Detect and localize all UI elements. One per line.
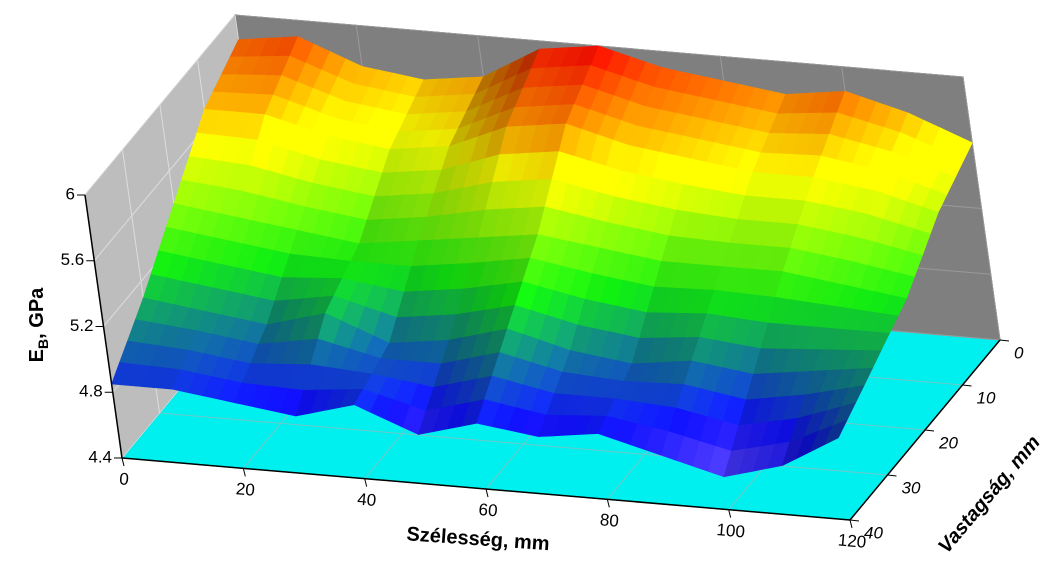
y-tick-label: 40 [864, 523, 883, 542]
x-tick-label: 0 [119, 469, 130, 489]
x-tick-label: 100 [716, 520, 746, 541]
z-label-rest: , GPa [26, 287, 48, 339]
x-tick [606, 499, 610, 508]
y-tick-label: 10 [977, 388, 996, 407]
surface-patch [823, 419, 848, 446]
x-tick [242, 468, 246, 477]
y-tick [962, 384, 972, 387]
y-tick [887, 474, 897, 477]
y-tick-label: 0 [1014, 343, 1024, 362]
z-label-main: E [26, 349, 48, 362]
y-tick [999, 339, 1010, 342]
x-tick-label: 40 [356, 490, 377, 511]
z-tick-label: 6 [66, 184, 75, 203]
y-tick [924, 429, 935, 432]
y-tick-label: 30 [902, 478, 921, 497]
z-label-sub: B [35, 339, 51, 349]
x-tick-label: 80 [599, 510, 620, 531]
x-tick [364, 478, 368, 487]
x-tick [121, 457, 125, 467]
z-tick-label: 5.6 [61, 250, 85, 269]
axes: 0 20 40 60 80 100 120 0 10 20 30 40 4.4 4.8 5.2 5.6 6 [61, 184, 1024, 551]
x-tick-label: 20 [235, 479, 256, 500]
z-axis-label: EB, GPa [26, 287, 50, 362]
x-tick [849, 519, 853, 529]
x-tick [485, 488, 489, 498]
x-tick-label: 60 [478, 500, 499, 521]
surface [111, 36, 973, 478]
z-tick-label: 4.8 [79, 382, 103, 401]
grid-line [84, 14, 236, 196]
z-tick-label: 4.4 [88, 447, 112, 466]
x-tick [728, 509, 732, 518]
x-axis-label: Szélesség, mm [406, 523, 551, 555]
y-tick [849, 519, 860, 522]
z-tick-label: 5.2 [70, 316, 94, 335]
x-tick-label: 120 [837, 530, 867, 551]
y-tick-label: 20 [938, 433, 958, 452]
